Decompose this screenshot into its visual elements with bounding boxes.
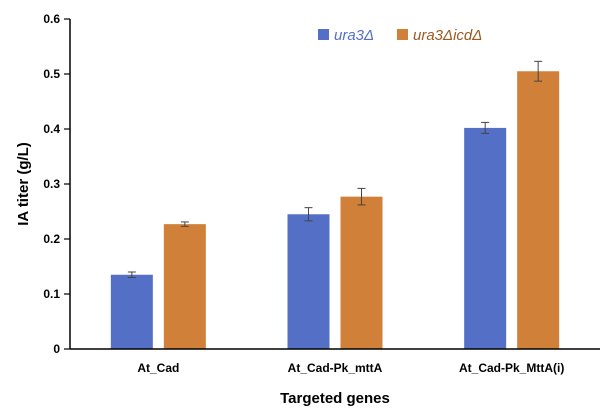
y-tick-label: 0.1	[43, 287, 60, 301]
y-tick-label: 0.4	[43, 122, 60, 136]
legend-swatch	[318, 29, 329, 40]
y-tick-label: 0	[53, 342, 60, 356]
x-tick-label: At_Cad-Pk_MttA(i)	[459, 361, 564, 375]
legend: ura3Δ ura3ΔicdΔ	[318, 27, 482, 44]
bar	[110, 274, 153, 349]
bar	[287, 214, 330, 349]
y-tick-label: 0.2	[43, 232, 60, 246]
bar	[340, 196, 383, 349]
y-tick-label: 0.3	[43, 177, 60, 191]
y-axis-ticks: 0 0.1 0.2 0.3 0.4 0.5 0.6	[43, 12, 70, 356]
bar	[163, 224, 206, 349]
y-tick-label: 0.5	[43, 67, 60, 81]
x-axis-tick-labels: At_Cad At_Cad-Pk_mttA At_Cad-Pk_MttA(i)	[137, 361, 564, 375]
legend-label: ura3Δ	[334, 27, 374, 44]
legend-label: ura3ΔicdΔ	[413, 27, 482, 44]
bar	[517, 71, 560, 349]
x-tick-label: At_Cad	[137, 361, 179, 375]
bars	[110, 60, 560, 350]
y-tick-label: 0.6	[43, 12, 60, 26]
bar	[464, 127, 507, 350]
x-axis-title: Targeted genes	[280, 390, 390, 407]
x-tick-label: At_Cad-Pk_mttA	[288, 361, 383, 375]
legend-swatch	[397, 29, 408, 40]
y-axis-title: IA titer (g/L)	[15, 142, 32, 226]
